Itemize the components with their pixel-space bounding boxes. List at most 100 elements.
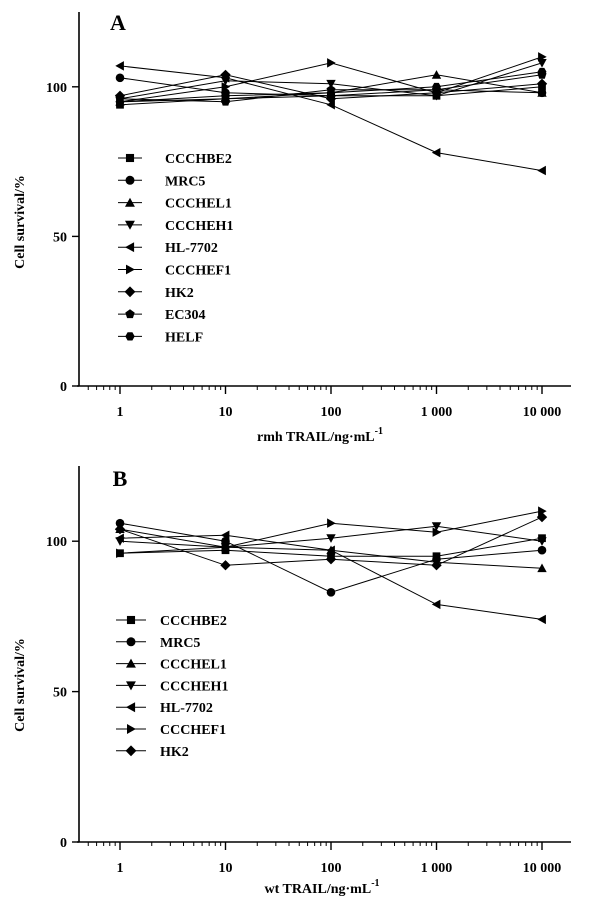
y-tick-label: 50 [53, 230, 67, 245]
series-hk2 [114, 512, 548, 571]
x-tick-label: 10 000 [523, 861, 562, 876]
x-tick-label: 10 [219, 405, 233, 420]
data-point [537, 88, 547, 97]
legend-item: CCCHEL1 [116, 658, 227, 673]
y-tick-label: 0 [60, 836, 67, 851]
legend-marker [126, 702, 136, 713]
legend-marker [124, 286, 136, 298]
data-point [431, 599, 441, 610]
data-point [326, 100, 335, 110]
data-point [326, 88, 336, 97]
x-axis-title: wt TRAIL/ng·mL-1 [264, 878, 379, 897]
legend-label: HL-7702 [160, 701, 213, 716]
legend-marker [126, 681, 136, 691]
legend-marker [125, 220, 135, 230]
legend-label: HL-7702 [165, 241, 218, 256]
legend-label: MRC5 [165, 174, 205, 189]
legend-label: CCCHEL1 [160, 658, 227, 673]
legend-label: CCCHBE2 [160, 614, 227, 629]
y-axis-title: Cell survival/% [13, 638, 28, 732]
data-point [115, 73, 125, 83]
x-tick-label: 10 [219, 861, 233, 876]
legend-item: HELF [118, 330, 203, 345]
legend-marker [125, 242, 135, 253]
legend-item: CCCHEF1 [118, 264, 231, 279]
x-axis-title-text: wt TRAIL/ng·mL [264, 882, 371, 897]
legend-label: EC304 [165, 308, 205, 323]
data-point [537, 537, 547, 546]
data-point [537, 59, 547, 68]
data-point [536, 78, 548, 89]
data-point [432, 82, 441, 91]
legend-label: CCCHEF1 [160, 723, 226, 738]
y-axis-title: Cell survival/% [13, 175, 28, 269]
data-point [221, 91, 230, 100]
data-point [431, 147, 441, 158]
legend-item: CCCHBE2 [118, 152, 232, 167]
legend-label: CCCHEF1 [165, 264, 231, 279]
y-tick-label: 100 [46, 81, 67, 96]
data-point [538, 506, 547, 516]
data-point [431, 70, 442, 79]
data-point [327, 518, 336, 528]
data-point [325, 93, 337, 104]
x-axis-title-superscript: -1 [375, 426, 383, 437]
data-point [115, 97, 125, 106]
legend-item: EC304 [118, 308, 205, 323]
data-point [326, 545, 335, 555]
data-point [115, 61, 124, 71]
x-axis-title: rmh TRAIL/ng·mL-1 [257, 426, 383, 445]
data-point [431, 560, 442, 571]
data-point [325, 554, 337, 565]
chart-panel-b: 0 50 100 1 10 100 1 000 10 000 Bwt TRAIL/ng·mL-1… [13, 466, 571, 897]
legend-marker [126, 615, 136, 625]
legend-marker [126, 637, 136, 647]
legend-item: CCCHEH1 [116, 679, 228, 694]
legend-item: HL-7702 [118, 241, 218, 256]
data-point [537, 563, 547, 573]
data-point [115, 518, 125, 528]
legend-marker [126, 264, 135, 275]
data-point [432, 527, 442, 537]
y-tick-label: 50 [53, 686, 67, 701]
data-point [537, 165, 546, 176]
data-point [536, 512, 548, 523]
legend-label: CCCHEL1 [165, 197, 232, 212]
data-point [115, 533, 124, 543]
series-hl-7702 [115, 530, 546, 625]
data-point [326, 534, 336, 543]
legend-marker [125, 153, 135, 163]
data-point [220, 560, 231, 571]
data-point [431, 522, 442, 531]
legend-marker [125, 745, 137, 757]
data-point [537, 545, 547, 555]
legend-marker [126, 658, 136, 668]
data-point [537, 614, 546, 625]
x-axis-title-superscript: -1 [371, 878, 379, 889]
legend-item: MRC5 [116, 636, 200, 651]
series-helf [115, 67, 547, 106]
x-tick-label: 1 000 [421, 861, 453, 876]
legend-label: MRC5 [160, 636, 200, 651]
legend-label: HK2 [165, 286, 194, 301]
data-point [537, 67, 547, 76]
legend-label: HELF [165, 330, 203, 345]
x-tick-label: 10 000 [523, 405, 562, 420]
legend-label: HK2 [160, 745, 189, 760]
x-tick-label: 1 [117, 405, 124, 420]
legend-item: HK2 [118, 286, 194, 301]
x-tick-label: 1 [117, 861, 124, 876]
x-tick-label: 100 [321, 405, 342, 420]
data-point [220, 69, 231, 80]
x-tick-label: 1 000 [421, 405, 453, 420]
data-point [114, 524, 126, 535]
legend-item: HK2 [116, 745, 189, 760]
legend-item: HL-7702 [116, 701, 213, 716]
data-point [326, 79, 336, 89]
data-point [221, 542, 231, 552]
legend: CCCHBE2 MRC5 CCCHEL1 CCCHEH1 HL-7702 CCCHEF1 H… [118, 152, 233, 345]
legend-item: CCCHEL1 [118, 197, 232, 212]
panel-label: B [113, 466, 128, 491]
